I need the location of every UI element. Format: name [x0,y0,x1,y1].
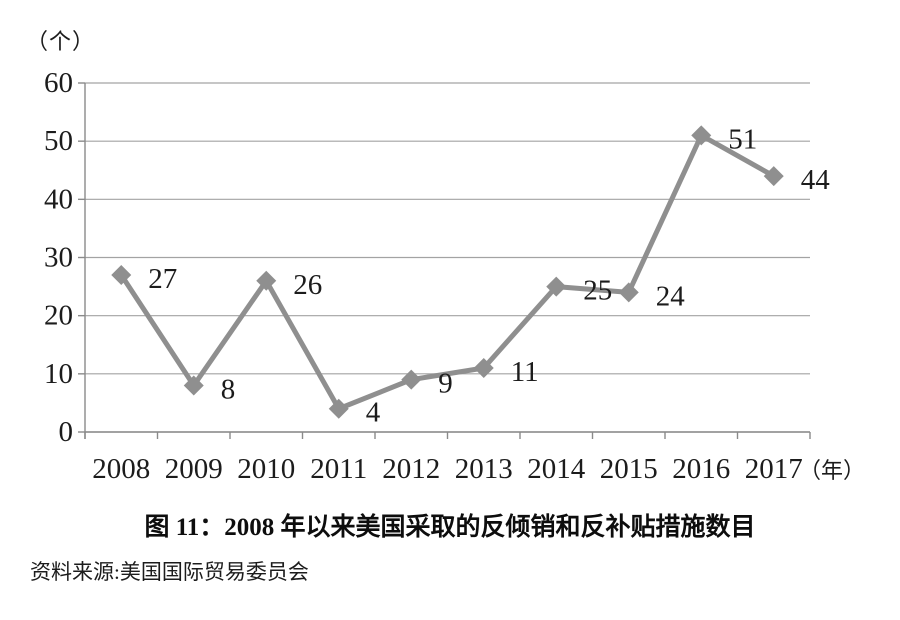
y-tick-label: 20 [44,300,73,332]
data-point-marker [473,358,494,379]
x-tick-label: 2011 [310,453,367,485]
source-note: 资料来源:美国国际贸易委员会 [30,560,309,584]
y-tick-label: 60 [44,67,73,99]
line-chart: 0 10 20 30 40 50 60 2008 2009 2010 2011 2012 2013 201… [44,67,831,485]
x-axis-unit-label: （年） [799,458,866,483]
x-tick-label: 2009 [165,453,223,485]
data-point-marker [256,270,277,291]
y-tick-label: 30 [44,242,73,274]
data-point-marker [691,125,712,146]
data-point-marker [763,166,784,187]
x-tick-label: 2016 [672,453,730,485]
x-tick-label: 2010 [237,453,295,485]
data-point-label: 4 [366,397,381,429]
data-point-label: 9 [438,368,453,400]
y-axis-unit-label: （个） [26,29,96,54]
data-point-marker [401,369,422,390]
data-point-label: 26 [293,269,322,301]
x-tick-label: 2012 [382,453,440,485]
x-tick-label: 2017 [745,453,803,485]
figure-caption: 图 11：2008 年以来美国采取的反倾销和反补贴措施数目 [144,514,756,541]
data-line [119,131,775,412]
x-tick-label: 2014 [527,453,586,485]
data-point-label: 24 [656,280,686,312]
data-point-marker [183,375,204,396]
data-point-label: 51 [728,123,757,155]
y-tick-label: 10 [44,358,73,390]
data-point-marker [111,264,132,285]
x-tick-label: 2008 [92,453,150,485]
data-point-label: 27 [148,263,177,295]
data-point-label: 25 [583,275,612,307]
data-point-marker [618,282,639,303]
data-point-label: 44 [801,164,831,196]
x-tick-label: 2013 [455,453,513,485]
data-point-label: 11 [511,356,539,388]
y-tick-label: 40 [44,183,73,215]
data-point-marker [546,276,567,297]
x-tick-label: 2015 [600,453,658,485]
data-point-label: 8 [221,373,236,405]
y-tick-label: 0 [59,416,74,448]
data-point-marker [328,398,349,419]
y-tick-label: 50 [44,125,73,157]
